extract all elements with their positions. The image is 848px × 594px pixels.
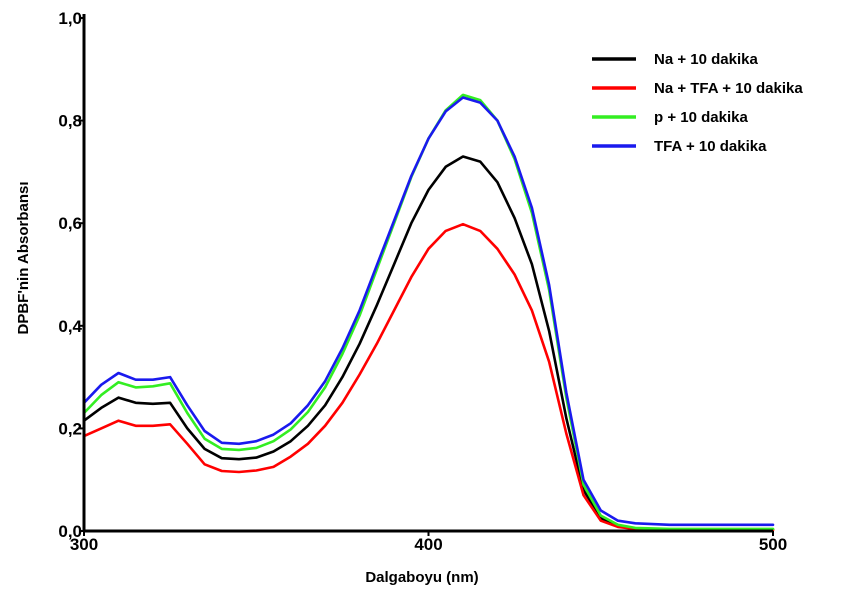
series-line-1 [82,155,775,531]
series-line-4 [82,96,775,527]
series-layer [82,93,775,532]
legend-label: TFA + 10 dakika [654,138,767,155]
series-line-3 [82,93,775,531]
ticks-layer: 0,0 0,2 0,4 0,6 0,8 1,0 300 400 500 [58,9,787,554]
y-tick-label: 0,4 [58,317,82,336]
y-tick-label: 0,2 [58,419,82,438]
x-tick-label: 400 [414,535,442,554]
x-tick-label: 500 [759,535,787,554]
y-tick-label: 0,0 [58,522,82,541]
y-tick-label: 0,6 [58,214,82,233]
x-tick-label: 300 [70,535,98,554]
y-tick-label: 0,8 [58,112,82,131]
legend-label: Na + 10 dakika [654,51,758,68]
x-axis-title: Dalgaboyu (nm) [365,569,478,586]
y-axis-title: DPBF'nin Absorbansı [15,181,32,334]
legend-label: p + 10 dakika [654,109,748,126]
legend-label: Na + TFA + 10 dakika [654,80,803,97]
series-line-2 [82,222,775,532]
legend: Na + 10 dakika Na + TFA + 10 dakika p + 10… [592,51,803,155]
y-tick-label: 1,0 [58,9,82,28]
